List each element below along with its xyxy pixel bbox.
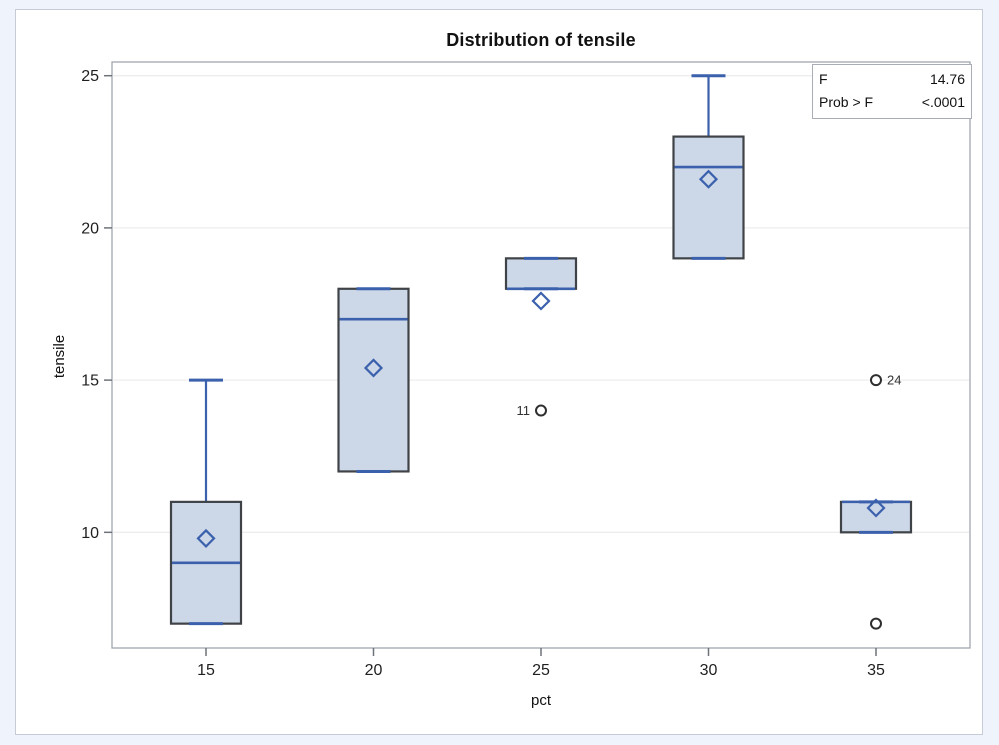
iqr-box [672, 135, 745, 260]
stat-prob-label: Prob > F [819, 94, 874, 110]
x-axis-title: pct [530, 692, 551, 709]
chart-title: Distribution of tensile [446, 30, 636, 50]
box-group-pct-15 [169, 378, 243, 626]
y-axis-title: tensile [51, 334, 69, 379]
graph-panel: Distribution of tensile 10 15 20 25 15 20 25 30… [15, 9, 983, 735]
anova-stats-box: F 14.76 Prob > F <.0001 [812, 64, 972, 119]
mean-diamond [698, 169, 719, 189]
x-tick-label: 35 [867, 662, 885, 679]
box-group-pct-20 [337, 287, 410, 473]
y-axis: 10 15 20 25 [81, 68, 112, 542]
x-tick-label: 15 [197, 662, 215, 679]
boxplot-chart: 10 15 20 25 15 20 25 30 35 11 24 [81, 61, 971, 679]
x-axis: 15 20 25 30 35 [197, 648, 885, 679]
y-tick-label: 15 [81, 373, 99, 390]
outlier-label: 11 [517, 403, 531, 418]
box-group-pct-30 [672, 74, 745, 260]
y-tick-label: 25 [81, 68, 99, 85]
stat-prob-value: <.0001 [921, 94, 965, 110]
stat-f-label: F [819, 71, 828, 87]
stat-f-value: 14.76 [929, 71, 965, 87]
outlier-point [535, 404, 547, 417]
outlier-point [870, 617, 882, 630]
y-tick-label: 10 [81, 525, 99, 542]
stat-row-f: F 14.76 [819, 68, 965, 91]
outlier-point [870, 374, 882, 387]
mean-diamond [866, 498, 886, 518]
box-group-pct-35: 24 [839, 373, 913, 630]
box-group-pct-25: 11 [504, 256, 578, 418]
outlier-label: 24 [887, 373, 901, 388]
x-tick-label: 20 [365, 662, 383, 679]
iqr-box [504, 257, 578, 290]
iqr-box [337, 287, 410, 473]
y-tick-label: 20 [81, 220, 99, 237]
mean-diamond [531, 291, 551, 311]
stat-row-prob: Prob > F <.0001 [819, 91, 965, 114]
mean-diamond [196, 528, 216, 548]
mean-diamond [363, 358, 384, 378]
plot-wall [111, 61, 971, 649]
x-tick-label: 30 [700, 662, 718, 679]
x-tick-label: 25 [532, 662, 550, 679]
